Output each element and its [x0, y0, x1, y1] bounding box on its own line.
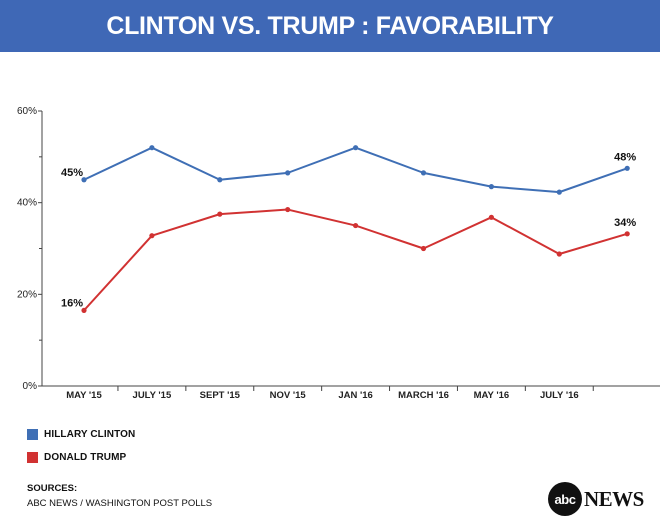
y-tick-label: 60% [17, 106, 37, 117]
sources-text: ABC NEWS / WASHINGTON POST POLLS [27, 498, 213, 509]
data-label: 48% [614, 151, 636, 163]
data-point [149, 233, 155, 239]
abc-news-logo: abc NEWS [548, 482, 644, 516]
line-chart: 0% 20% 40% 60% MAY '15 JULY '15 SEPT '15 NOV '1… [17, 106, 660, 401]
data-point [353, 222, 359, 229]
legend: HILLARY CLINTON DONALD TRUMP [27, 426, 135, 472]
x-tick-label: NOV '15 [270, 390, 307, 401]
data-point [217, 177, 223, 183]
data-label: 34% [614, 217, 636, 229]
chart-title: CLINTON VS. TRUMP : FAVORABILITY [106, 12, 554, 40]
data-point [285, 170, 291, 176]
x-tick-label: MARCH '16 [398, 390, 449, 401]
x-tick-label: MAY '16 [474, 390, 510, 401]
data-point [556, 189, 562, 195]
x-tick-label: JULY '16 [540, 390, 579, 401]
x-tick-label: MAY '15 [66, 390, 102, 401]
chart-title-banner: CLINTON VS. TRUMP : FAVORABILITY [0, 0, 660, 52]
data-point [420, 170, 427, 176]
y-tick-label: 20% [17, 289, 37, 300]
sources-block: SOURCES: ABC NEWS / WASHINGTON POST POLL… [27, 481, 212, 511]
legend-label-clinton: HILLARY CLINTON [44, 428, 136, 440]
data-point [624, 165, 630, 171]
data-point [149, 145, 155, 151]
data-point [420, 245, 427, 252]
data-point [488, 214, 494, 220]
data-label: 16% [61, 297, 83, 309]
data-label: 45% [61, 167, 83, 179]
data-point [353, 145, 359, 151]
data-point [81, 307, 87, 313]
legend-swatch-clinton [27, 428, 38, 440]
sources-label: SOURCES: [27, 483, 78, 494]
data-point [556, 251, 562, 257]
data-point [624, 231, 630, 237]
data-point [81, 177, 87, 183]
x-tick-label: JULY '15 [133, 390, 172, 401]
x-tick-label: JAN '16 [338, 390, 372, 401]
abc-circle-logo: abc [548, 482, 582, 516]
y-tick-label: 0% [23, 381, 38, 392]
data-point [217, 211, 223, 217]
legend-item-clinton: HILLARY CLINTON [27, 426, 135, 442]
news-wordmark: NEWS [584, 486, 644, 511]
legend-item-trump: DONALD TRUMP [27, 449, 135, 465]
legend-swatch-trump [27, 451, 38, 463]
data-point [285, 206, 291, 213]
y-tick-label: 40% [17, 198, 37, 209]
legend-label-trump: DONALD TRUMP [44, 451, 127, 463]
data-point [488, 184, 494, 190]
series-line-clinton [83, 146, 628, 194]
x-tick-label: SEPT '15 [200, 390, 241, 401]
